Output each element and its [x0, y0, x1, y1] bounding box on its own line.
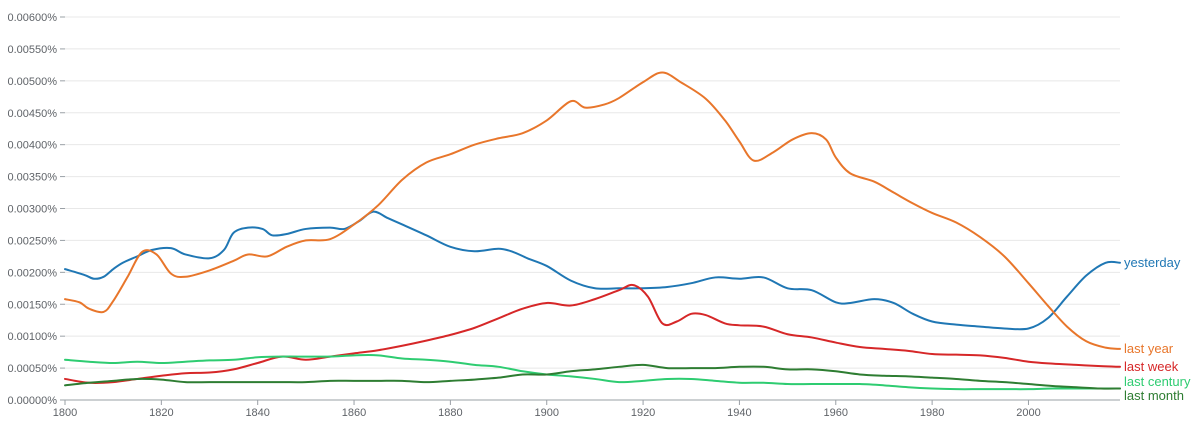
x-tick-label: 1940	[727, 407, 751, 419]
x-tick-label: 1860	[342, 407, 366, 419]
y-tick-label: 0.00250%	[7, 235, 57, 247]
y-tick-label: 0.00300%	[7, 204, 57, 216]
x-tick-label: 2000	[1016, 407, 1040, 419]
y-tick-label: 0.00050%	[7, 363, 57, 375]
series-label-last-week: last week	[1124, 359, 1179, 374]
series-label-yesterday: yesterday	[1124, 255, 1181, 270]
series-label-last-year: last year	[1124, 341, 1174, 356]
series-line-last-century[interactable]	[64, 354, 1121, 391]
x-tick-label: 1980	[920, 407, 944, 419]
y-tick-label: 0.00600%	[7, 12, 57, 24]
series-label-last-century: last century	[1124, 374, 1191, 389]
series-line-yesterday[interactable]	[64, 210, 1121, 331]
x-tick-label: 1880	[438, 407, 462, 419]
y-tick-label: 0.00550%	[7, 44, 57, 56]
series-line-last-week[interactable]	[64, 283, 1121, 384]
x-tick-label: 1960	[824, 407, 848, 419]
series-label-last-month: last month	[1124, 388, 1184, 403]
x-tick-label: 1900	[534, 407, 558, 419]
series-lines	[64, 71, 1121, 391]
grid-lines	[65, 16, 1120, 401]
series-line-last-year[interactable]	[64, 71, 1121, 350]
y-tick-label: 0.00350%	[7, 172, 57, 184]
series-line-last-month[interactable]	[64, 363, 1121, 390]
y-tick-label: 0.00500%	[7, 76, 57, 88]
x-tick-label: 1840	[245, 407, 269, 419]
y-tick-label: 0.00400%	[7, 140, 57, 152]
x-tick-label: 1820	[149, 407, 173, 419]
y-tick-label: 0.00450%	[7, 108, 57, 120]
y-tick-label: 0.00150%	[7, 299, 57, 311]
x-axis: 1800 1820 1840 1860 1880 1900 1920 1940 1960 1980…	[53, 400, 1041, 419]
y-tick-label: 0.00200%	[7, 267, 57, 279]
x-tick-label: 1920	[631, 407, 655, 419]
y-tick-label: 0.00100%	[7, 331, 57, 343]
x-tick-label: 1800	[53, 407, 77, 419]
y-tick-label: 0.00000%	[7, 395, 57, 407]
y-axis: 0.00000% 0.00050% 0.00100% 0.00150% 0.00200%…	[7, 12, 65, 407]
